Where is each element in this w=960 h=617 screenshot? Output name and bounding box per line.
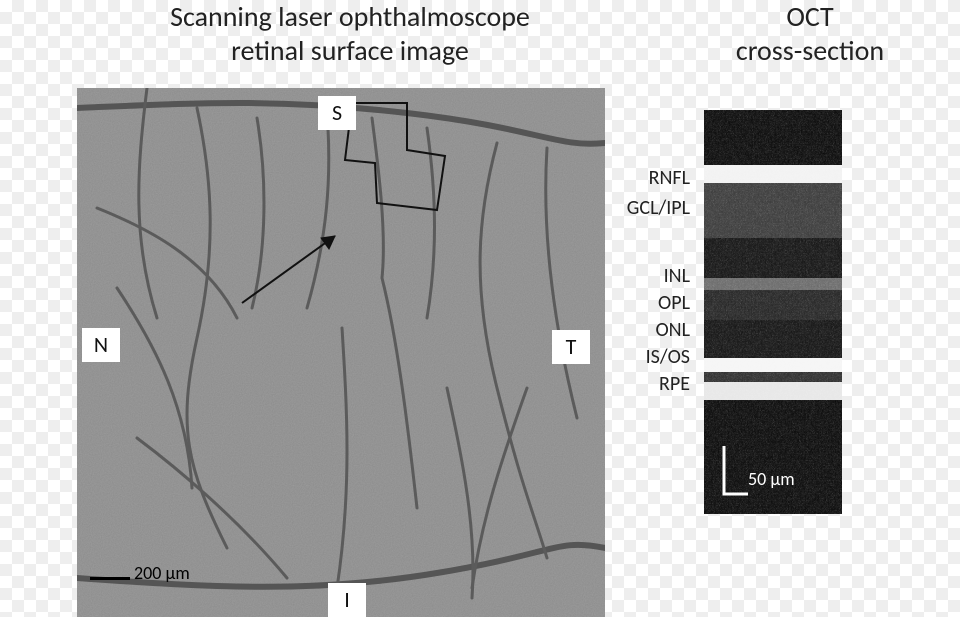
slo-image — [77, 88, 605, 617]
slo-scale-bar: 200 µm — [90, 562, 190, 584]
orientation-label-nasal: N — [82, 328, 120, 362]
layer-label-rpe: RPE — [600, 372, 690, 396]
oct-title-line2: cross-section — [736, 33, 884, 68]
oct-title-line1: OCT — [786, 0, 833, 34]
slo-scale-bar-line — [90, 577, 130, 580]
layer-label-opl: OPL — [600, 291, 690, 315]
layer-label-rnfl: RNFL — [600, 166, 690, 190]
slo-title-line2: retinal surface image — [231, 33, 469, 68]
layer-label-gclipl: GCL/IPL — [600, 196, 690, 220]
oct-title: OCT cross-section — [710, 0, 910, 67]
layer-label-onl: ONL — [600, 318, 690, 342]
slo-vessels-svg — [77, 88, 605, 617]
orientation-label-inferior: I — [328, 583, 366, 617]
layer-label-isos: IS/OS — [600, 345, 690, 369]
orientation-label-temporal: T — [552, 330, 590, 364]
slo-title: Scanning laser ophthalmoscope retinal su… — [110, 0, 590, 67]
orientation-label-superior: S — [318, 96, 356, 130]
layer-label-inl: INL — [600, 264, 690, 288]
slo-scale-bar-label: 200 µm — [134, 562, 190, 584]
slo-title-line1: Scanning laser ophthalmoscope — [170, 0, 530, 34]
oct-scale-bar-label: 50 µm — [748, 468, 795, 490]
